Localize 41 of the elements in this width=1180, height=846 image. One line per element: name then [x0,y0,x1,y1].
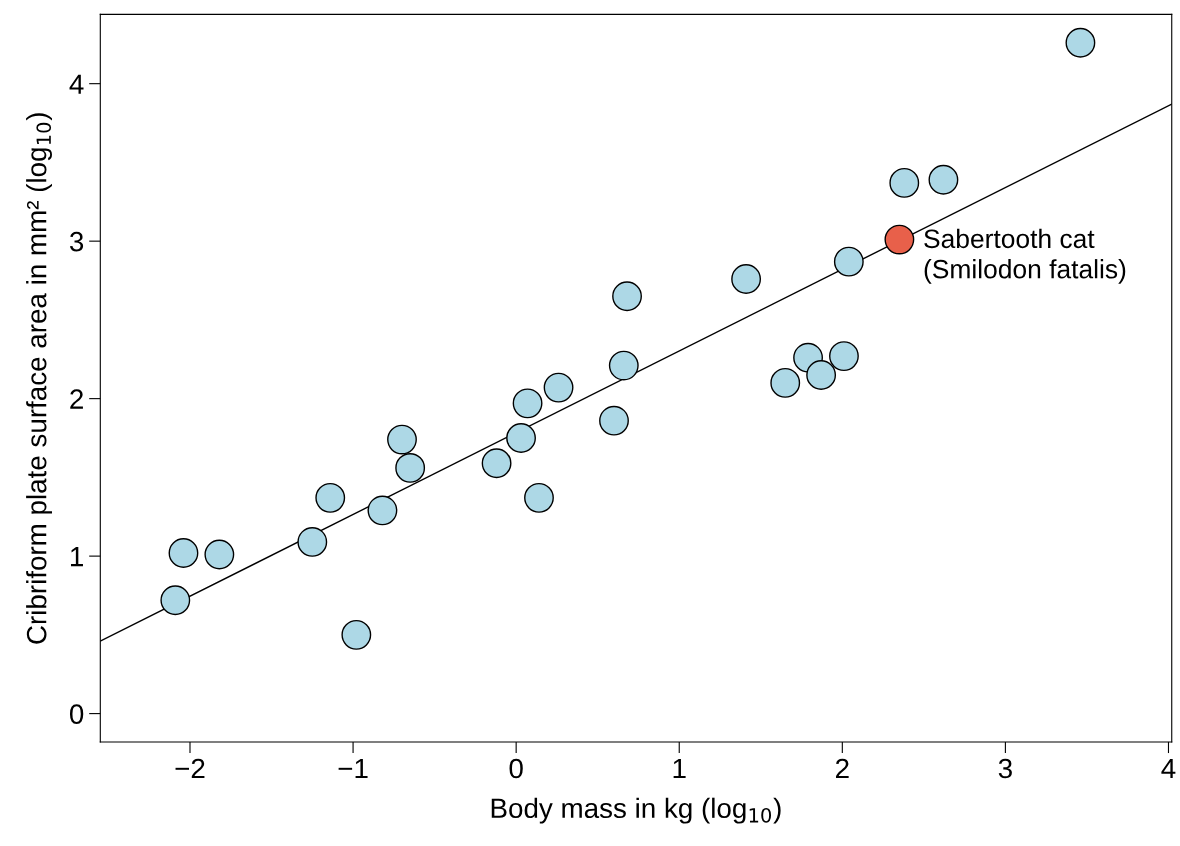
x-tick-label: 1 [673,758,686,779]
x-tick-label: −1 [338,758,368,779]
x-tick-label: 2 [835,758,849,779]
point [612,281,642,312]
point [367,495,398,526]
point [599,405,629,436]
point [543,372,574,403]
y-axis-title: Cribriform plate surface area in mm² (log$_{10}$) [26,113,52,644]
point [506,423,536,453]
point [833,246,864,277]
x-tick-label: −2 [175,758,205,779]
point [168,538,199,568]
point [731,264,762,294]
y-tick-label: 2 [70,389,83,409]
point [608,350,639,381]
point [770,367,801,398]
point [395,452,426,483]
point [512,388,543,419]
x-tick-label: 3 [998,758,1012,779]
point [481,448,512,479]
y-tick-label: 1 [71,547,83,567]
point [204,539,235,570]
y-tick-label: 4 [69,74,84,94]
point [928,164,959,195]
x-tick-label: 0 [509,758,523,779]
annotation: Sabertooth cat (Smilodon fatalis) [924,228,1126,284]
x-axis-title: Body mass in kg (log$_{10}$) [491,797,781,824]
point [297,527,328,557]
point [315,482,346,513]
point [806,360,837,390]
point [524,482,554,513]
point [829,341,859,372]
point [889,167,920,198]
x-tick-label: 4 [1161,758,1176,779]
point [884,224,915,255]
point [341,619,372,650]
point [387,424,417,455]
y-tick-label: 3 [69,231,84,252]
point [1065,27,1096,58]
y-tick-label: 0 [69,704,84,724]
point [160,585,191,616]
